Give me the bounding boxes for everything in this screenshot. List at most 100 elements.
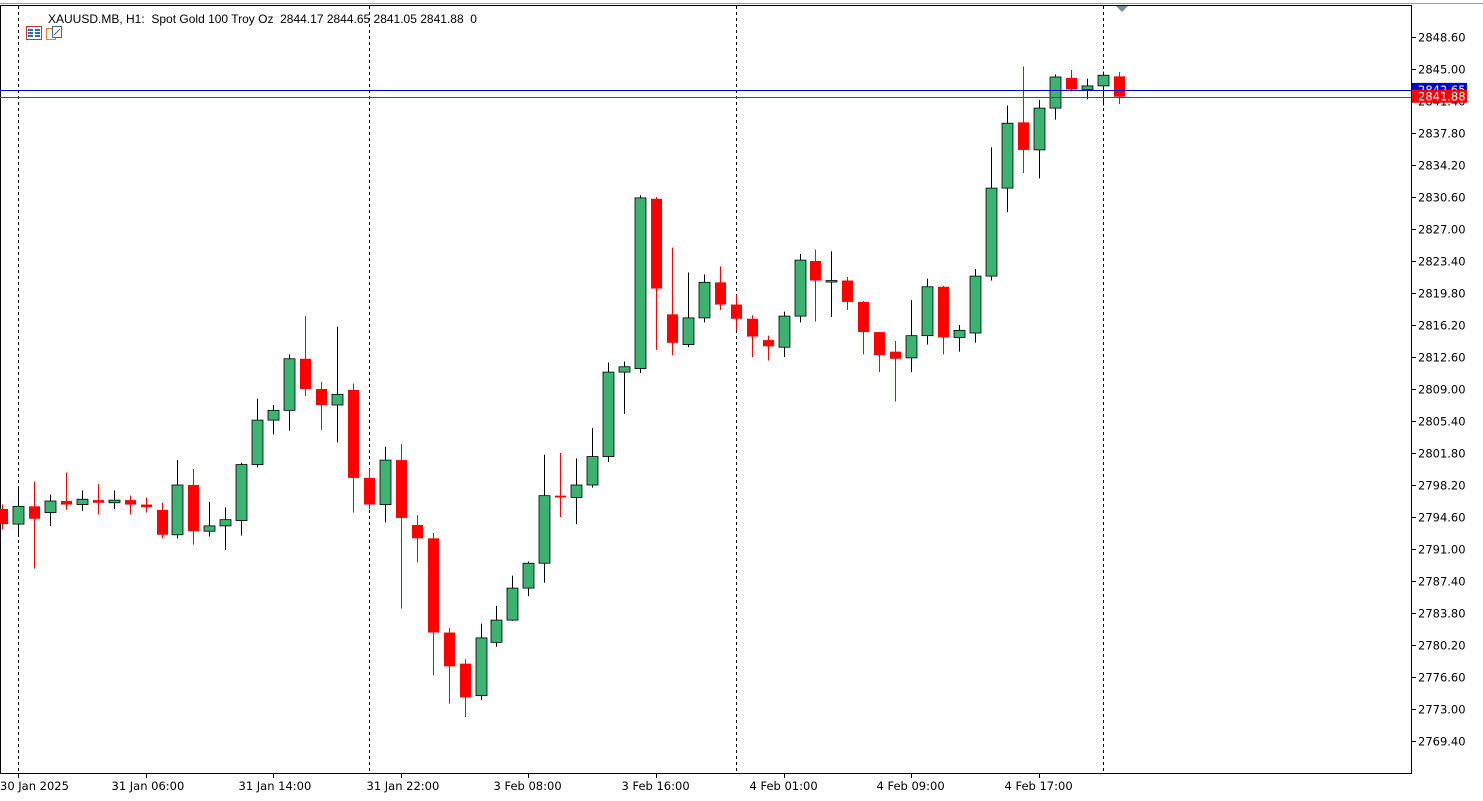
candle-body [810,261,821,281]
candle-body [874,332,885,356]
candle-body [490,619,503,643]
candle-body [460,663,471,698]
candle-body [396,460,407,518]
candle-body [905,335,918,359]
indicator-window-icon[interactable] [26,12,63,40]
candle-body [1049,76,1062,109]
candle [108,490,121,509]
candle-body [29,506,40,519]
bid-price-label: 2841.88 [1418,90,1466,104]
y-tick-label: 2830.60 [1418,191,1466,205]
candle [953,325,966,352]
candle-body [731,304,742,319]
candle [810,249,821,322]
y-tick-label: 2773.00 [1418,703,1466,717]
y-tick-label: 2794.60 [1418,511,1466,525]
chart-shift-marker-icon[interactable] [1116,6,1128,12]
candle [1001,105,1014,213]
candle [1018,66,1029,173]
y-tick-label: 2827.00 [1418,223,1466,237]
candle-body [203,525,216,532]
x-tick-label: 3 Feb 08:00 [494,779,562,793]
candle [969,269,982,343]
candle [538,454,551,583]
candle [985,147,998,281]
candle [157,502,168,539]
candle [747,315,758,357]
x-tick-label: 3 Feb 16:00 [622,779,690,793]
candle [1066,69,1077,92]
candle-body [188,485,199,532]
candle [1033,100,1046,179]
y-tick-label: 2805.40 [1418,415,1466,429]
candle [219,507,232,550]
y-tick-label: 2791.00 [1418,543,1466,557]
candle [586,428,599,488]
header-timeframe: H1: [126,12,145,26]
candle [938,285,949,355]
candle [715,266,726,310]
candle [396,444,407,609]
chart-header: XAUUSD.MB, H1: Spot Gold 100 Troy Oz 284… [6,9,477,40]
candle [76,490,89,511]
candle [93,484,104,515]
candle [825,251,838,317]
candle [203,501,216,537]
candle [316,381,327,430]
x-tick-label: 4 Feb 17:00 [1005,779,1073,793]
candle [267,405,280,435]
candle [0,504,8,530]
y-tick-label: 2837.80 [1418,127,1466,141]
candle [921,278,934,345]
candle-body [348,389,359,478]
candle-body [506,587,519,621]
y-tick-label: 2834.20 [1418,159,1466,173]
candle-body [842,280,853,302]
x-tick-label: 31 Jan 14:00 [239,779,312,793]
candle-body [93,500,104,503]
candle-body [1097,74,1110,87]
header-volume: 0 [470,12,477,26]
candle [364,469,375,509]
candle-body [444,632,455,667]
candle-body [76,498,89,505]
y-tick-label: 2780.20 [1418,639,1466,653]
candle-body [475,637,488,697]
candle [602,362,615,462]
candle-body [1066,77,1077,90]
candle [490,605,503,647]
candle [44,494,57,526]
candle-body [651,198,662,289]
candle [731,294,742,331]
candle [1114,72,1125,105]
candle-body [890,351,901,359]
candle [235,462,248,536]
candle-body [283,358,296,411]
candle [283,354,296,431]
y-tick-label: 2845.00 [1418,63,1466,77]
chart-list-icon[interactable] [6,12,43,40]
candle-body [364,477,375,505]
candle [141,497,152,513]
candle-body [921,286,934,337]
candle-body [969,275,982,334]
candle-body [108,499,121,504]
candle-body [522,562,535,589]
candle-body [251,419,264,465]
y-tick-label: 2819.80 [1418,287,1466,301]
candle-body [1001,122,1014,189]
candle [667,247,678,356]
header-symbol: XAUUSD.MB [48,12,120,26]
candle [858,301,869,355]
y-tick-label: 2798.20 [1418,479,1466,493]
candle-body [267,409,280,421]
header-description: Spot Gold 100 Troy Oz [151,12,274,26]
candle-body [44,500,57,513]
candle-body [1033,107,1046,151]
candle-body [235,464,248,521]
y-tick-label: 2816.20 [1418,319,1466,333]
candle-body [0,509,8,525]
candle-body [125,500,136,505]
